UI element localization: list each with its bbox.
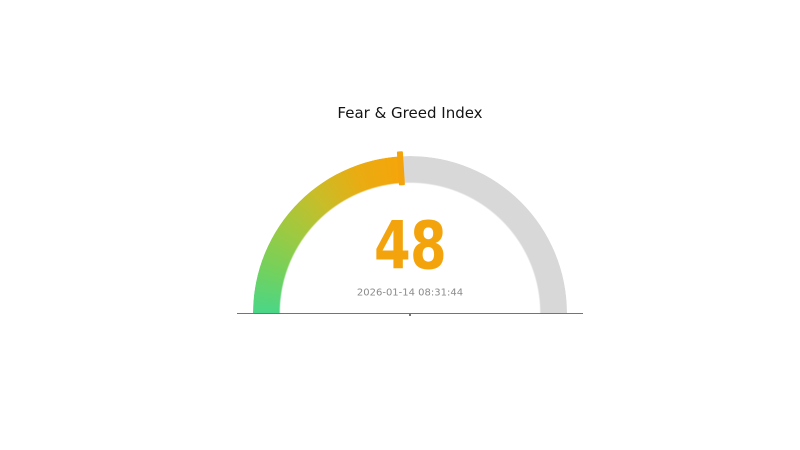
gauge-center-tick <box>409 313 411 316</box>
gauge-timestamp: 2026-01-14 08:31:44 <box>356 287 464 299</box>
gauge-value: 48 <box>374 207 447 285</box>
gauge-title: Fear & Greed Index <box>337 104 483 122</box>
